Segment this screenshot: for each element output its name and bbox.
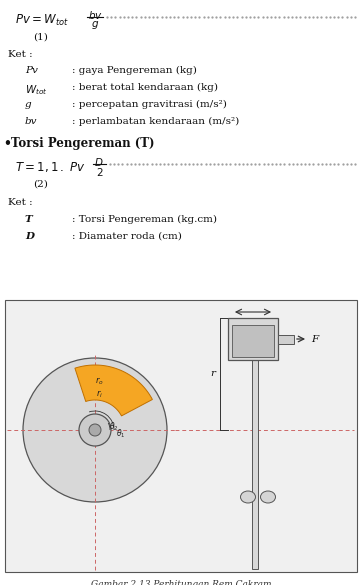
Text: $Pv = W_{tot}$: $Pv = W_{tot}$: [15, 13, 69, 28]
Text: $\theta_1$: $\theta_1$: [116, 427, 126, 440]
Ellipse shape: [261, 491, 275, 503]
Text: : perlambatan kendaraan (m/s²): : perlambatan kendaraan (m/s²): [72, 117, 239, 126]
Text: $W_{tot}$: $W_{tot}$: [25, 83, 48, 97]
Circle shape: [89, 424, 101, 436]
Circle shape: [79, 414, 111, 446]
Text: $r_i$: $r_i$: [96, 388, 104, 400]
Text: : gaya Pengereman (kg): : gaya Pengereman (kg): [72, 66, 197, 75]
Text: : Torsi Pengereman (kg.cm): : Torsi Pengereman (kg.cm): [72, 215, 217, 224]
Text: $T = 1,1\,.\ Pv$: $T = 1,1\,.\ Pv$: [15, 160, 85, 174]
Text: Ket :: Ket :: [8, 198, 33, 207]
Text: : Diamater roda (cm): : Diamater roda (cm): [72, 232, 182, 241]
Text: $g$: $g$: [91, 19, 99, 31]
Text: $D$: $D$: [94, 156, 104, 168]
Bar: [232, 325, 274, 357]
Text: Ket :: Ket :: [8, 50, 33, 59]
Text: : percepatan gravitrasi (m/s²): : percepatan gravitrasi (m/s²): [72, 100, 227, 109]
Text: T: T: [25, 215, 33, 224]
Text: $bv$: $bv$: [88, 9, 103, 21]
Text: (2): (2): [33, 180, 48, 189]
Text: $\theta_2$: $\theta_2$: [109, 421, 119, 433]
Text: Gambar 2.13 Perhitungan Rem Cakram: Gambar 2.13 Perhitungan Rem Cakram: [91, 580, 271, 585]
Text: (1): (1): [33, 33, 48, 42]
Text: F: F: [311, 335, 318, 343]
Bar: [5, 300, 357, 572]
Text: : berat total kendaraan (kg): : berat total kendaraan (kg): [72, 83, 218, 92]
Polygon shape: [75, 365, 152, 416]
Circle shape: [23, 358, 167, 502]
Text: r: r: [210, 370, 215, 378]
Text: $2$: $2$: [96, 166, 104, 178]
Text: D: D: [25, 232, 34, 241]
Bar: [252, 320, 258, 569]
Text: $r_o$: $r_o$: [95, 375, 104, 387]
Text: Torsi Pengereman (T): Torsi Pengereman (T): [11, 137, 155, 150]
Ellipse shape: [240, 491, 256, 503]
Bar: [228, 318, 278, 360]
Text: •: •: [3, 137, 11, 150]
Bar: [278, 335, 294, 343]
Text: Pv: Pv: [25, 66, 38, 75]
Text: bv: bv: [25, 117, 38, 126]
Text: g: g: [25, 100, 31, 109]
